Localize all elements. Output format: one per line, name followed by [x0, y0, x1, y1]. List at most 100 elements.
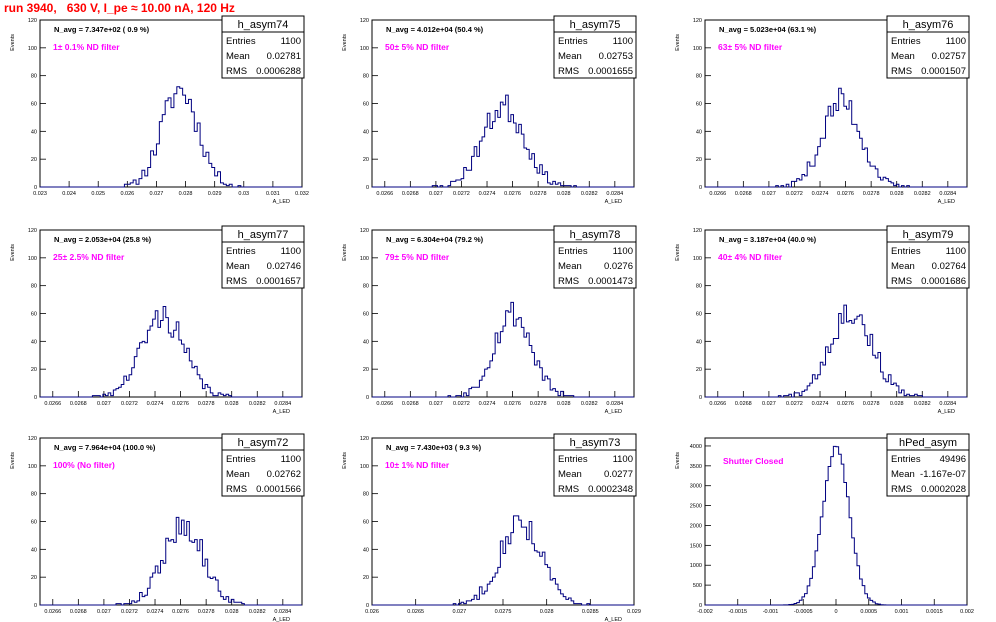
stats-mean-label: Mean	[558, 469, 582, 480]
histogram-series	[372, 94, 634, 188]
y-tick-label: 40	[363, 339, 369, 345]
navg-label: N_avg = 5.023e+04 (63.1 %)	[719, 25, 817, 34]
x-tick-label: 0.026	[120, 191, 134, 197]
y-tick-label: 120	[360, 228, 369, 234]
x-tick-label: 0.025	[91, 191, 105, 197]
y-tick-label: 60	[696, 312, 702, 318]
navg-label: N_avg = 6.304e+04 (79.2 %)	[386, 235, 484, 244]
y-tick-label: 20	[696, 157, 702, 163]
stats-mean-value: 0.0276	[604, 261, 633, 272]
y-axis-label: Events	[342, 34, 348, 51]
stats-rms-label: RMS	[226, 66, 247, 77]
stats-entries-label: Entries	[558, 454, 588, 465]
y-tick-label: 40	[363, 129, 369, 135]
filter-label: 100% (No filter)	[53, 460, 115, 470]
stats-entries-label: Entries	[558, 36, 588, 47]
stats-mean-label: Mean	[891, 469, 915, 480]
stats-rms-value: 0.0006288	[256, 66, 301, 77]
stats-rms-value: 0.0002348	[588, 484, 633, 495]
x-axis-label: A_LED	[273, 409, 290, 415]
x-axis-label: A_LED	[605, 199, 622, 205]
histogram-name: h_asym77	[238, 229, 289, 241]
filter-label: 10± 1% ND filter	[385, 460, 450, 470]
y-tick-label: 80	[696, 284, 702, 290]
y-tick-label: 80	[31, 74, 37, 80]
histogram-series	[40, 86, 302, 188]
x-tick-label: 0.0276	[837, 401, 854, 407]
x-axis-label: A_LED	[605, 617, 622, 622]
x-tick-label: 0.0268	[402, 401, 419, 407]
stats-rms-value: 0.0001507	[921, 66, 966, 77]
y-tick-label: 60	[363, 102, 369, 108]
x-tick-label: 0.0284	[274, 401, 291, 407]
stats-box: h_asym77 Entries 1100 Mean 0.02746 RMS 0.00016…	[221, 225, 305, 289]
y-tick-label: 60	[31, 312, 37, 318]
y-tick-label: 20	[31, 157, 37, 163]
y-tick-label: 120	[693, 228, 702, 234]
y-tick-label: 40	[696, 339, 702, 345]
stats-mean-label: Mean	[558, 51, 582, 62]
x-tick-label: 0.028	[890, 191, 904, 197]
x-tick-label: 0.027	[762, 191, 776, 197]
stats-mean-label: Mean	[226, 469, 250, 480]
filter-label: Shutter Closed	[723, 456, 783, 466]
x-tick-label: 0.0268	[735, 401, 752, 407]
x-tick-label: 0.0266	[709, 191, 726, 197]
stats-box: hPed_asym Entries 49496 Mean -1.167e-07 RMS 0.…	[886, 433, 970, 497]
navg-label: N_avg = 7.964e+04 (100.0 %)	[54, 443, 156, 452]
x-tick-label: 0.0282	[581, 191, 598, 197]
x-tick-label: 0.0282	[249, 609, 266, 615]
histogram-panel-h_asym77: 0.0266 0.0268 0.027 0.0272 0.0274 0.0276 0.027…	[10, 225, 305, 415]
histogram-panel-h_asym73: 0.026 0.0265 0.027 0.0275 0.028 0.0285 0.029 0 2…	[342, 433, 641, 622]
stats-box: h_asym79 Entries 1100 Mean 0.02764 RMS 0.00016…	[886, 225, 970, 289]
x-tick-label: 0.0276	[837, 191, 854, 197]
y-tick-label: 120	[693, 18, 702, 24]
x-tick-label: 0.0285	[582, 609, 599, 615]
x-tick-label: 0.027	[429, 401, 443, 407]
x-tick-label: 0.027	[97, 401, 111, 407]
x-tick-label: -0.002	[697, 609, 713, 615]
filter-label: 1± 0.1% ND filter	[53, 42, 120, 52]
y-tick-label: 40	[363, 547, 369, 553]
y-tick-label: 0	[366, 185, 369, 191]
y-axis-label: Events	[10, 34, 16, 51]
stats-entries-value: 1100	[613, 36, 633, 47]
x-tick-label: 0.0272	[453, 401, 470, 407]
y-tick-label: 2500	[690, 504, 702, 510]
stats-box-frame	[221, 433, 305, 497]
x-tick-label: 0.029	[627, 609, 641, 615]
stats-rms-value: 0.0001473	[588, 276, 633, 287]
histogram-name: h_asym76	[903, 19, 954, 31]
stats-rms-value: 0.0002028	[921, 484, 966, 495]
x-tick-label: 0.028	[557, 401, 571, 407]
x-tick-label: 0.027	[762, 401, 776, 407]
x-tick-label: 0.0268	[70, 401, 87, 407]
stats-box-frame	[886, 225, 970, 289]
y-tick-label: 100	[693, 256, 702, 262]
x-axis-label: A_LED	[605, 409, 622, 415]
y-tick-label: 120	[28, 228, 37, 234]
stats-entries-label: Entries	[558, 246, 588, 257]
y-tick-label: 20	[363, 575, 369, 581]
x-tick-label: 0.0266	[376, 401, 393, 407]
y-tick-label: 0	[34, 395, 37, 401]
y-tick-label: 120	[28, 436, 37, 442]
x-tick-label: 0.0278	[530, 401, 547, 407]
y-tick-label: 80	[31, 492, 37, 498]
y-tick-label: 60	[363, 312, 369, 318]
y-tick-label: 100	[28, 46, 37, 52]
histogram-panel-h_asym75: 0.0266 0.0268 0.027 0.0272 0.0274 0.0276 0.027…	[342, 15, 637, 205]
stats-entries-label: Entries	[891, 454, 921, 465]
navg-label: N_avg = 7.347e+02 ( 0.9 %)	[54, 25, 150, 34]
x-tick-label: 0.032	[295, 191, 309, 197]
y-tick-label: 0	[366, 603, 369, 609]
x-tick-label: 0	[834, 609, 837, 615]
stats-entries-label: Entries	[226, 454, 256, 465]
stats-mean-label: Mean	[226, 261, 250, 272]
stats-box-frame	[553, 225, 637, 289]
x-tick-label: 0.001	[895, 609, 909, 615]
y-tick-label: 0	[34, 185, 37, 191]
y-tick-label: 80	[363, 284, 369, 290]
y-tick-label: 20	[31, 367, 37, 373]
stats-mean-value: 0.02781	[267, 51, 301, 62]
